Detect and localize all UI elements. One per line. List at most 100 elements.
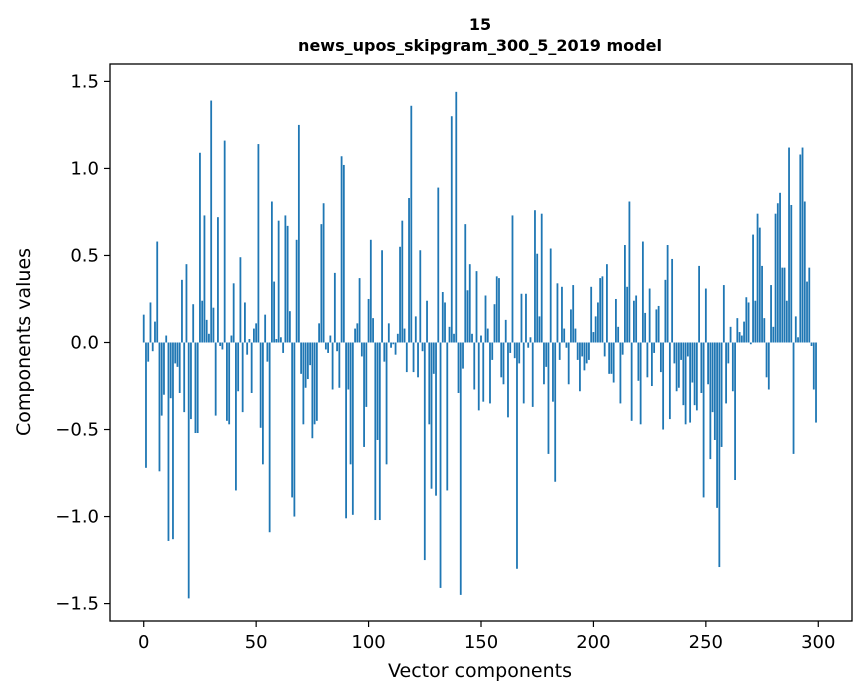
bar-127 [428,342,431,425]
bar-155 [491,342,494,360]
bar-136 [448,326,451,343]
bar-150 [480,335,482,343]
bar-80 [322,203,325,343]
bar-138 [453,333,455,343]
bar-188 [565,342,568,348]
bar-110 [390,342,392,348]
bar-263 [734,342,736,481]
bar-179 [545,342,548,367]
bar-113 [396,333,399,343]
bar-298 [812,342,815,390]
bar-139 [455,91,458,343]
bar-264 [736,318,739,343]
bar-231 [662,342,665,430]
bar-239 [680,342,683,360]
bar-122 [417,342,419,378]
bar-18 [183,342,186,413]
bar-252 [709,342,712,460]
bar-238 [677,342,680,388]
bar-277 [765,342,768,378]
bar-187 [563,328,566,343]
bar-46 [246,342,249,355]
bar-272 [754,300,757,343]
bar-260 [727,342,730,364]
bar-105 [378,342,381,521]
bar-274 [758,227,761,343]
bar-8 [160,342,163,416]
bar-146 [471,333,473,343]
bar-168 [520,293,523,343]
bar-198 [588,342,590,360]
bar-160 [502,342,505,385]
bar-78 [318,323,321,343]
bar-100 [367,298,370,343]
bar-178 [543,342,545,385]
bar-29 [208,333,210,343]
bar-66 [291,342,294,498]
bar-201 [594,316,597,343]
chart-title: 15 [469,15,491,34]
bar-35 [221,342,224,350]
bar-75 [311,342,314,439]
bar-163 [509,342,512,353]
bar-233 [666,245,669,343]
bar-267 [743,321,745,343]
bar-40 [232,283,235,343]
bar-58 [273,281,276,343]
bar-200 [592,332,595,343]
bar-59 [275,339,278,343]
bar-31 [212,307,215,343]
bar-285 [783,267,786,343]
bar-118 [408,198,410,343]
bar-199 [590,286,593,343]
bar-10 [165,335,168,343]
bar-7 [158,342,161,472]
bar-191 [572,285,575,343]
bar-99 [365,342,368,407]
bar-292 [799,154,802,343]
bar-56 [268,342,271,533]
bar-135 [446,342,449,491]
bar-228 [655,309,658,343]
bar-108 [385,342,388,465]
bar-182 [552,342,554,402]
bar-77 [315,342,318,421]
bar-137 [450,116,453,343]
bar-265 [738,332,741,343]
bar-216 [628,201,631,343]
bar-68 [295,239,298,343]
bar-71 [302,342,305,425]
bar-190 [570,309,572,343]
bar-109 [387,323,390,343]
y-tick-label: 0.5 [70,245,99,266]
bar-242 [686,342,689,357]
bar-61 [279,337,282,343]
bar-286 [785,300,788,343]
bar-22 [192,304,195,343]
bar-297 [810,342,813,346]
y-tick-label: 1.0 [70,158,99,179]
bar-54 [264,314,267,343]
x-axis: 0 50 100 150 200 250 300 [138,621,835,653]
bar-90 [345,342,347,519]
bar-141 [459,342,462,595]
bar-44 [241,342,244,413]
bar-133 [441,292,444,343]
bar-227 [653,342,656,353]
x-tick-label: 150 [464,632,498,653]
bar-156 [493,304,496,343]
bar-88 [340,156,343,343]
bar-120 [412,342,415,373]
bar-97 [360,342,363,357]
bar-101 [369,239,372,343]
bar-230 [659,342,662,373]
bar-173 [531,342,534,407]
bar-131 [437,187,440,343]
bar-25 [199,152,201,343]
bar-164 [511,215,514,343]
bar-255 [716,342,718,508]
bar-152 [484,295,487,343]
bar-83 [329,335,332,343]
bar-14 [174,342,177,364]
bar-23 [194,342,197,434]
